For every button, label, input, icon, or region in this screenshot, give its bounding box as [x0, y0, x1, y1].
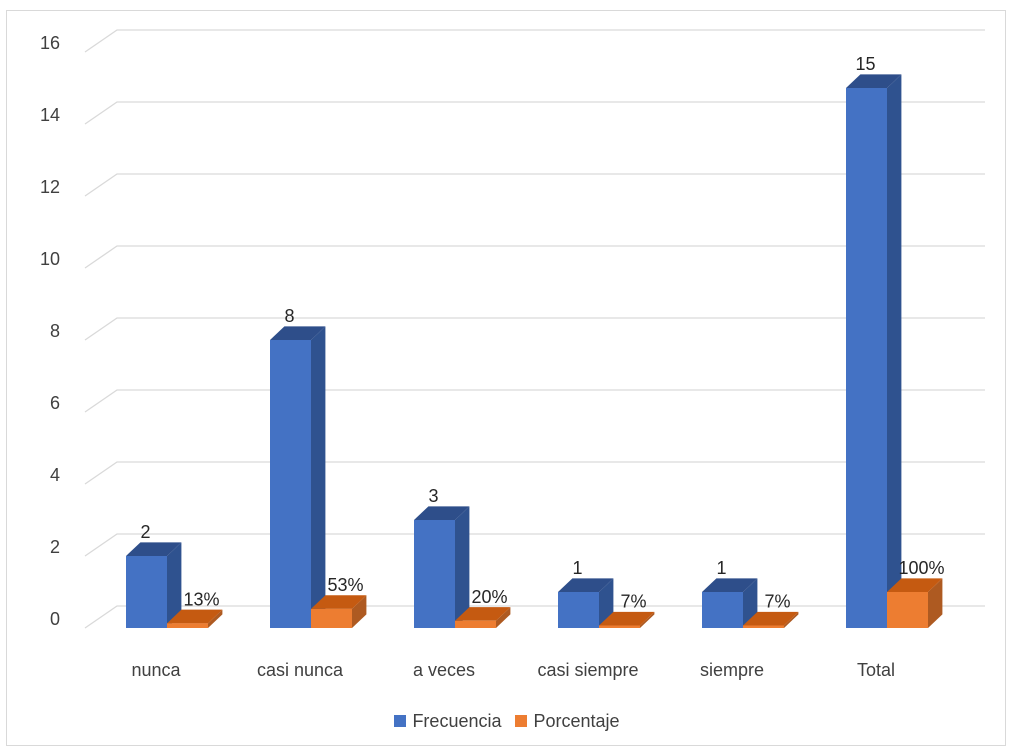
y-tick-label: 2: [50, 537, 60, 557]
x-axis-category-labels: nunca casi nunca a veces casi siempre siempr…: [131, 660, 895, 680]
gridline: [84, 245, 985, 269]
gridline: [84, 173, 985, 197]
data-label-porcentaje-3: 7%: [620, 591, 646, 611]
gridline: [84, 533, 985, 557]
x-category-label: casi nunca: [257, 660, 344, 680]
gridline: [84, 29, 985, 53]
bar-porcentaje-2: [455, 607, 511, 628]
gridline: [84, 389, 985, 413]
x-category-label: Total: [857, 660, 895, 680]
data-label-frecuencia-4: 1: [716, 558, 726, 578]
legend-item-frecuencia: Frecuencia: [394, 711, 501, 732]
bar-porcentaje-3: [599, 611, 655, 628]
y-tick-label: 16: [40, 33, 60, 53]
data-label-porcentaje-1: 53%: [327, 575, 363, 595]
x-category-label: a veces: [413, 660, 475, 680]
data-label-frecuencia-5: 15: [855, 54, 875, 74]
data-label-porcentaje-0: 13%: [183, 589, 219, 609]
data-label-porcentaje-2: 20%: [471, 587, 507, 607]
y-tick-label: 6: [50, 393, 60, 413]
legend-label-porcentaje: Porcentaje: [533, 710, 620, 731]
y-tick-label: 8: [50, 321, 60, 341]
data-label-porcentaje-5: 100%: [898, 558, 944, 578]
bar-porcentaje-0: [167, 609, 223, 628]
bar-frecuencia-2: [414, 506, 470, 628]
y-tick-label: 10: [40, 249, 60, 269]
y-tick-label: 0: [50, 609, 60, 629]
gridlines: [84, 29, 985, 629]
bars: [126, 74, 943, 629]
legend-item-porcentaje: Porcentaje: [515, 710, 620, 732]
legend-swatch-porcentaje: [515, 715, 528, 727]
y-tick-label: 4: [50, 465, 60, 485]
legend-label-frecuencia: Frecuencia: [412, 710, 502, 731]
y-tick-label: 12: [40, 177, 60, 197]
x-category-label: casi siempre: [537, 660, 638, 680]
data-label-frecuencia-2: 3: [428, 486, 438, 506]
x-category-label: nunca: [131, 660, 181, 680]
y-tick-label: 14: [40, 105, 60, 125]
legend-swatch-frecuencia: [394, 715, 407, 727]
gridline: [84, 461, 985, 485]
data-label-frecuencia-1: 8: [284, 306, 294, 326]
legend: Frecuencia Porcentaje: [0, 708, 1014, 734]
x-category-label: siempre: [700, 660, 764, 680]
bar-frecuencia-1: [270, 326, 326, 628]
gridline: [84, 101, 985, 125]
bar-frecuencia-5: [846, 74, 902, 629]
y-axis-tick-labels: 0 2 4 6 8 10 12 14 16: [40, 33, 60, 629]
bar-frecuencia-0: [126, 542, 182, 628]
bar-porcentaje-4: [743, 611, 799, 628]
data-labels: 2 13% 8 53% 3 20% 1 7% 1 7% 15 100%: [140, 54, 944, 611]
data-label-frecuencia-0: 2: [140, 522, 150, 542]
gridline: [84, 605, 985, 629]
data-label-frecuencia-3: 1: [572, 558, 582, 578]
bar-porcentaje-5: [887, 578, 943, 628]
gridline: [84, 317, 985, 341]
data-label-porcentaje-4: 7%: [764, 591, 790, 611]
bar-porcentaje-1: [311, 595, 367, 628]
